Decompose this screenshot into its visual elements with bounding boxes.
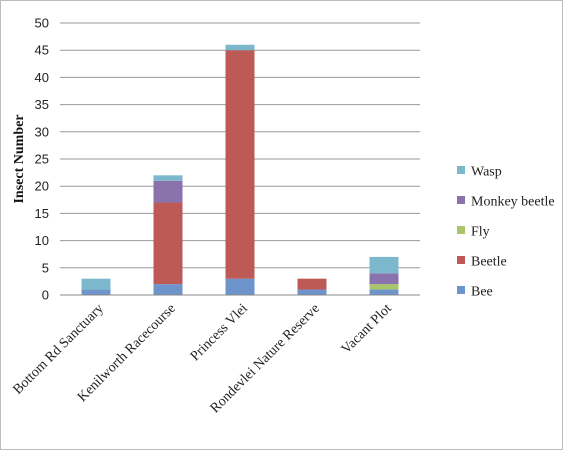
legend-swatch [457, 286, 465, 294]
bar-segment-bee [81, 289, 111, 295]
y-tick-label: 10 [35, 233, 49, 248]
legend-label: Bee [471, 285, 493, 300]
bar-segment-monkey-beetle [369, 273, 399, 285]
bar-segment-beetle [297, 278, 327, 290]
legend-swatch [457, 166, 465, 174]
legend-swatch [457, 196, 465, 204]
legend-label: Wasp [471, 165, 502, 180]
bar-segment-beetle [153, 202, 183, 285]
y-tick-label: 0 [42, 288, 49, 303]
legend-label: Beetle [471, 255, 507, 270]
y-tick-label: 5 [42, 260, 49, 275]
legend-swatch [457, 226, 465, 234]
y-tick-label: 50 [35, 16, 49, 31]
x-tick-label: Vacant Plot [339, 301, 395, 357]
bar-segment-fly [369, 284, 399, 290]
bar-segment-beetle [225, 50, 255, 279]
legend-label: Fly [471, 225, 490, 240]
y-axis-ticks: 0 5 10 15 20 25 30 35 40 45 50 [35, 16, 49, 303]
y-axis-title: Insect Number [12, 114, 27, 203]
bar-segment-wasp [81, 278, 111, 290]
y-tick-label: 30 [35, 124, 49, 139]
legend: Wasp Monkey beetle Fly Beetle Bee [457, 165, 555, 300]
bar-segment-wasp [153, 175, 183, 181]
x-tick-label: Princess Vlei [188, 301, 251, 364]
y-tick-label: 40 [35, 70, 49, 85]
bars [81, 44, 399, 295]
legend-swatch [457, 256, 465, 264]
bar-segment-bee [153, 284, 183, 295]
y-tick-label: 35 [35, 97, 49, 112]
y-tick-label: 15 [35, 206, 49, 221]
bar-segment-wasp [369, 256, 399, 274]
bar-segment-bee [225, 278, 255, 295]
bar-segment-wasp [225, 44, 255, 51]
y-tick-label: 20 [35, 179, 49, 194]
y-tick-label: 45 [35, 43, 49, 58]
bar-segment-bee [369, 289, 399, 295]
legend-label: Monkey beetle [471, 195, 555, 210]
y-tick-label: 25 [35, 152, 49, 167]
bar-segment-bee [297, 289, 327, 295]
bar-segment-monkey-beetle [153, 180, 183, 203]
